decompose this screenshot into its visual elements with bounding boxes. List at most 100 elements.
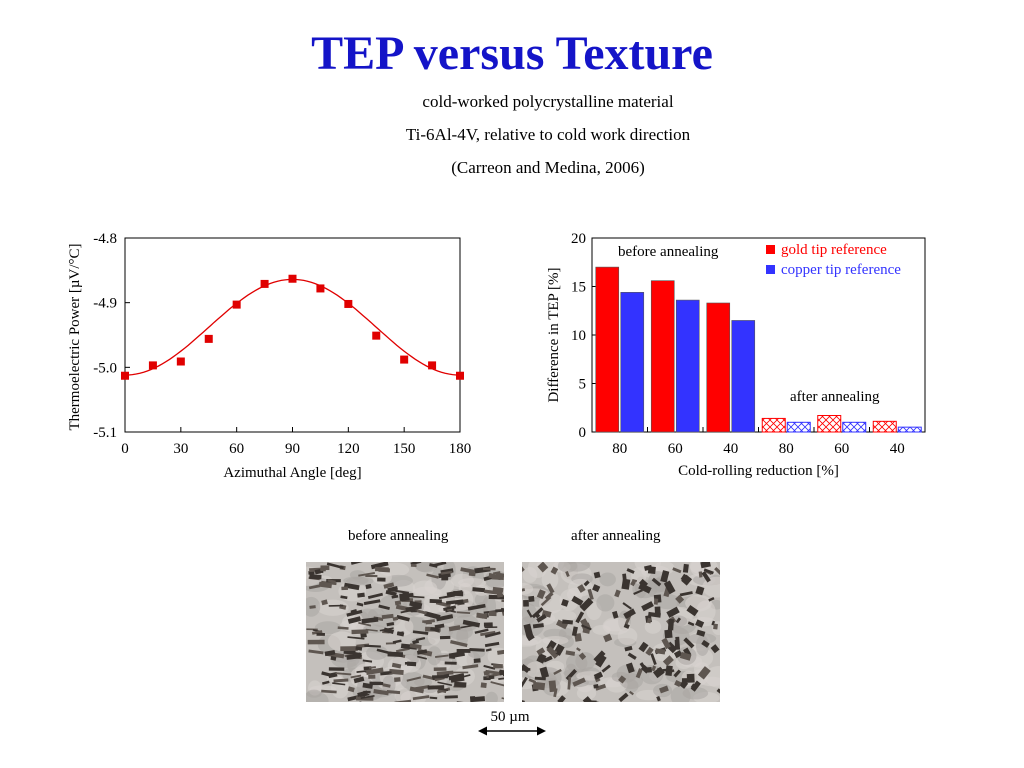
micrograph-caption-before: before annealing xyxy=(348,528,449,544)
micrograph-grain xyxy=(483,622,493,627)
x-axis-label: Cold-rolling reduction [%] xyxy=(678,463,839,479)
micrograph-texture xyxy=(456,626,469,647)
micrograph-grain xyxy=(621,578,631,590)
micrograph-grain xyxy=(358,572,376,577)
annotation-after-annealing: after annealing xyxy=(790,389,880,405)
micrograph-grain xyxy=(654,606,661,615)
micrograph-grain xyxy=(480,630,496,637)
micrograph-grain xyxy=(347,686,355,693)
micrograph-grain xyxy=(321,671,332,677)
micrograph-grain xyxy=(460,624,475,629)
micrograph-texture xyxy=(575,652,596,671)
micrograph-grain xyxy=(469,648,485,652)
micrograph-grain xyxy=(378,567,391,573)
micrograph-grain xyxy=(429,696,438,700)
micrograph-grain xyxy=(454,681,467,688)
micrograph-grain xyxy=(416,649,428,655)
micrograph-grain xyxy=(698,571,703,578)
micrograph-grain xyxy=(565,650,576,656)
micrograph-grain xyxy=(583,580,590,587)
x-tick-label: 60 xyxy=(834,441,849,457)
micrograph-grain xyxy=(557,695,566,702)
micrograph-after-annealing xyxy=(522,562,720,702)
micrograph-grain xyxy=(528,678,537,684)
micrograph-grain xyxy=(711,620,716,626)
micrograph-grain xyxy=(346,653,361,660)
micrograph-grain xyxy=(484,626,498,629)
micrograph-grain xyxy=(472,587,486,593)
micrograph-grain xyxy=(365,583,372,590)
y-axis-label: Thermoelectric Power [µV/°C] xyxy=(67,243,83,430)
micrograph-texture xyxy=(542,635,569,645)
micrograph-grain xyxy=(340,595,348,600)
micrograph-grain xyxy=(653,598,659,605)
micrograph-texture xyxy=(599,572,616,587)
micrograph-caption-after: after annealing xyxy=(571,528,661,544)
micrograph-grain xyxy=(499,668,504,676)
micrograph-texture xyxy=(682,687,709,700)
micrograph-grain xyxy=(661,637,671,650)
micrograph-texture xyxy=(450,573,475,588)
micrograph-grain xyxy=(536,614,547,623)
bar-copper xyxy=(897,426,922,433)
micrograph-grain xyxy=(703,568,714,575)
micrograph-grain xyxy=(450,640,468,648)
micrograph-grain xyxy=(308,649,324,655)
micrograph-grain xyxy=(593,650,606,663)
micrograph-grain xyxy=(618,692,629,702)
micrograph-texture xyxy=(696,600,716,623)
micrograph-grain xyxy=(651,577,662,587)
micrograph-grain xyxy=(562,619,573,625)
micrograph-grain xyxy=(335,672,352,676)
micrograph-grain xyxy=(572,677,586,687)
micrograph-grain xyxy=(700,562,711,569)
micrograph-grain xyxy=(436,687,451,694)
micrograph-grain xyxy=(360,632,367,638)
micrograph-grain xyxy=(429,599,442,604)
micrograph-grain xyxy=(327,579,336,584)
micrograph-grain xyxy=(582,696,594,702)
micrograph-grain xyxy=(625,662,635,674)
legend-swatch xyxy=(766,245,775,254)
micrograph-grain xyxy=(484,589,503,596)
data-point xyxy=(344,299,353,308)
micrograph-grain xyxy=(410,563,417,568)
micrograph-grain xyxy=(395,647,410,653)
micrograph-grain xyxy=(324,649,336,657)
x-tick-label: 80 xyxy=(612,441,627,457)
x-tick-label: 40 xyxy=(723,441,738,457)
y-tick-label: 15 xyxy=(571,280,586,296)
micrograph-grain xyxy=(686,673,695,683)
micrograph-grain xyxy=(357,592,365,598)
micrograph-grain xyxy=(536,647,546,656)
micrograph-grain xyxy=(321,599,328,606)
micrograph-grain xyxy=(695,585,705,596)
micrograph-grain xyxy=(307,639,325,645)
y-tick-label: 0 xyxy=(579,425,587,441)
micrograph-grain xyxy=(675,636,681,650)
micrograph-grain xyxy=(385,589,397,597)
micrograph-texture xyxy=(644,619,662,634)
micrograph-grain xyxy=(682,563,689,573)
x-tick-label: 60 xyxy=(229,441,244,457)
micrograph-texture xyxy=(522,582,534,595)
micrograph-grain xyxy=(445,599,464,605)
micrograph-grain xyxy=(673,650,683,659)
data-point xyxy=(316,284,325,293)
micrograph-grain xyxy=(436,670,454,676)
micrograph-texture xyxy=(427,629,441,645)
micrograph-grain xyxy=(488,675,495,680)
micrograph-texture xyxy=(346,576,374,586)
micrograph-grain xyxy=(601,664,611,673)
micrograph-grain xyxy=(575,611,585,624)
micrograph-grain xyxy=(672,567,682,574)
micrograph-grain xyxy=(417,655,427,660)
data-point xyxy=(400,355,409,364)
micrograph-grain xyxy=(592,584,601,593)
micrograph-grain xyxy=(427,685,445,690)
micrograph-texture xyxy=(539,593,564,614)
micrograph-grain xyxy=(391,594,399,599)
x-tick-label: 40 xyxy=(890,441,905,457)
micrograph-grain xyxy=(410,562,422,566)
micrograph-grain xyxy=(631,579,638,583)
